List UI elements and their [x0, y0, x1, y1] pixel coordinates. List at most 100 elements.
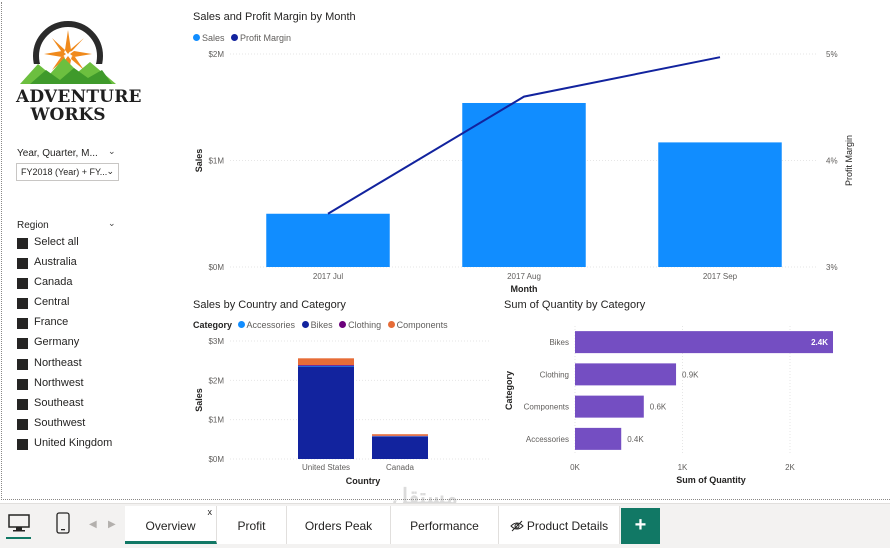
region-option-label: Northeast — [34, 357, 82, 369]
tab-label: Overview — [145, 519, 195, 533]
bar-quantity — [575, 428, 621, 450]
region-option-label: Northwest — [34, 377, 84, 389]
bar-quantity — [575, 396, 644, 418]
legend-header: Category — [193, 320, 232, 330]
checkbox[interactable] — [17, 318, 28, 329]
logo-emblem-icon — [16, 20, 120, 90]
checkbox[interactable] — [17, 399, 28, 410]
x-tick-label: 2017 Jul — [313, 272, 343, 281]
bar-quantity — [575, 331, 833, 353]
y-tick-label: $1M — [208, 157, 224, 166]
checkbox[interactable] — [17, 439, 28, 450]
add-page-button[interactable]: + — [621, 508, 660, 544]
chart2-title: Sales by Country and Category — [193, 299, 346, 311]
checkbox[interactable] — [17, 278, 28, 289]
region-option-label: Southeast — [34, 397, 84, 409]
tab-label: Performance — [410, 519, 479, 533]
tab-product-details[interactable]: Product Details — [499, 506, 620, 544]
legend-item-bikes[interactable]: Bikes — [302, 320, 333, 330]
x-axis-title: Sum of Quantity — [676, 475, 746, 485]
y2-axis-title: Profit Margin — [844, 135, 854, 186]
desktop-layout-icon[interactable] — [8, 514, 30, 539]
tab-overview[interactable]: Overview x — [125, 506, 217, 544]
hidden-eye-icon — [510, 508, 524, 548]
date-slicer-value: FY2018 (Year) + FY... — [21, 167, 107, 177]
checkbox[interactable] — [17, 338, 28, 349]
region-option-label: France — [34, 316, 68, 328]
y-tick-label: $0M — [208, 263, 224, 272]
bar-segment-clothing — [298, 365, 354, 366]
x-tick-label: Canada — [386, 463, 415, 472]
chart3-title: Sum of Quantity by Category — [504, 299, 645, 311]
y2-tick-label: 5% — [826, 50, 838, 59]
legend-item-accessories[interactable]: Accessories — [238, 320, 296, 330]
tab-profit[interactable]: Profit — [217, 506, 287, 544]
y-axis-title: Category — [504, 371, 514, 410]
y2-tick-label: 4% — [826, 157, 838, 166]
y-tick-label: $2M — [208, 376, 224, 385]
y-tick-label: Components — [524, 403, 569, 412]
bar-sales — [462, 103, 585, 267]
chevron-down-icon[interactable]: ⌄ — [108, 218, 116, 229]
tab-label: Orders Peak — [305, 519, 372, 533]
scroll-right-icon[interactable]: ▶ — [108, 519, 116, 530]
data-label: 0.6K — [650, 403, 667, 412]
tab-label: Profit — [237, 519, 265, 533]
y-tick-label: $2M — [208, 50, 224, 59]
chart1-plot[interactable]: $2M $1M $0M 5% 4% 3% 2017 Jul 2017 Aug 2017 Sep M… — [185, 42, 885, 297]
chevron-down-icon: ⌄ — [106, 166, 114, 177]
checkbox[interactable] — [17, 359, 28, 370]
y-tick-label: $1M — [208, 416, 224, 425]
close-icon[interactable]: x — [208, 492, 213, 532]
data-label: 0.9K — [682, 370, 699, 379]
tab-orders-peak[interactable]: Orders Peak — [287, 506, 391, 544]
x-tick-label: 2017 Sep — [703, 272, 738, 281]
bar-quantity — [575, 363, 676, 385]
bar-segment-bikes — [372, 437, 428, 459]
legend-item-clothing[interactable]: Clothing — [339, 320, 381, 330]
tab-performance[interactable]: Performance — [391, 506, 499, 544]
date-slicer-dropdown[interactable]: FY2018 (Year) + FY... ⌄ — [16, 163, 119, 181]
y-tick-label: Clothing — [540, 370, 569, 379]
chevron-down-icon[interactable]: ⌄ — [108, 146, 116, 157]
checkbox[interactable] — [17, 238, 28, 249]
x-axis-title: Month — [511, 284, 538, 294]
mobile-layout-icon[interactable] — [56, 512, 70, 539]
y-axis-title: Sales — [194, 149, 204, 173]
chart2-legend: Category Accessories Bikes Clothing Comp… — [193, 320, 452, 330]
legend-item-components[interactable]: Components — [388, 320, 448, 330]
region-option-label: Southwest — [34, 417, 85, 429]
x-axis-title: Country — [346, 476, 381, 486]
checkbox[interactable] — [17, 379, 28, 390]
legend-label: Bikes — [311, 320, 333, 330]
bar-segment-bikes — [298, 367, 354, 459]
region-option-label: Germany — [34, 336, 79, 348]
y-tick-label: Accessories — [526, 435, 569, 444]
region-option-label: Australia — [34, 256, 77, 268]
y-tick-label: $0M — [208, 455, 224, 464]
region-option-label: Select all — [34, 236, 79, 248]
x-tick-label: 2K — [785, 463, 795, 472]
x-tick-label: 0K — [570, 463, 580, 472]
y2-tick-label: 3% — [826, 263, 838, 272]
checkbox[interactable] — [17, 298, 28, 309]
bar-segment-components — [372, 434, 428, 436]
legend-label: Components — [397, 320, 448, 330]
checkbox[interactable] — [17, 419, 28, 430]
date-slicer-title: Year, Quarter, M... — [17, 148, 98, 159]
bar-sales — [658, 142, 781, 267]
x-tick-label: 2017 Aug — [507, 272, 541, 281]
tab-label: Product Details — [527, 519, 608, 533]
scroll-left-icon[interactable]: ◀ — [89, 519, 97, 530]
logo-text-line1: ADVENTURE — [16, 87, 120, 107]
region-option-label: Central — [34, 296, 69, 308]
data-label: 0.4K — [627, 435, 644, 444]
canvas-border-left — [1, 2, 2, 500]
checkbox[interactable] — [17, 258, 28, 269]
region-option-label: United Kingdom — [34, 437, 112, 449]
x-tick-label: 1K — [678, 463, 688, 472]
y-tick-label: $3M — [208, 337, 224, 346]
desktop-layout-indicator — [6, 537, 31, 539]
